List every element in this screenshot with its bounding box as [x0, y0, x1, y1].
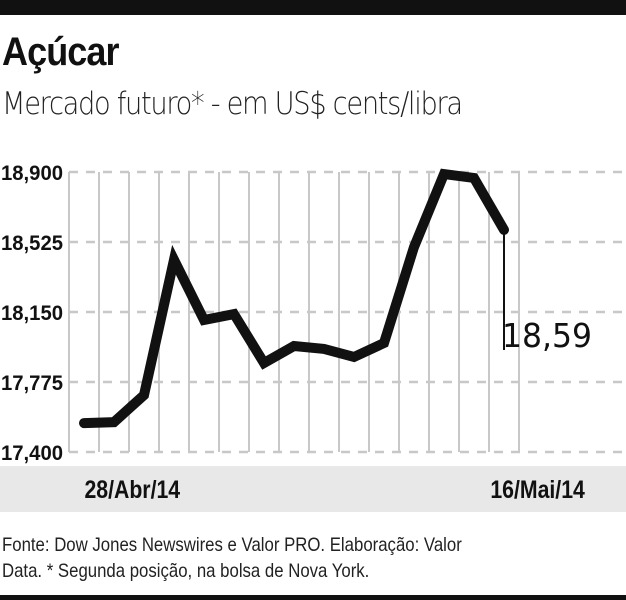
chart-subtitle: Mercado futuro* - em US$ cents/libra	[2, 86, 463, 122]
source-line-2: Data. * Segunda posição, na bolsa de Nov…	[2, 560, 370, 582]
source-line-1: Fonte: Dow Jones Newswires e Valor PRO. …	[2, 534, 462, 556]
chart-title: Açúcar	[2, 30, 120, 74]
y-tick-label: 17,400	[1, 442, 63, 465]
x-tick-label-start: 28/Abr/14	[84, 476, 181, 504]
line-chart: 18,900 18,525 18,150 17,775 17,400 18,59	[1, 162, 626, 465]
bottom-bar	[0, 595, 626, 600]
y-tick-label: 18,900	[1, 162, 63, 185]
last-value-annotation: 18,59	[502, 316, 592, 355]
x-axis-band	[0, 466, 626, 512]
top-bar	[0, 0, 626, 15]
y-tick-label: 18,525	[1, 232, 63, 255]
price-line	[79, 168, 509, 429]
y-tick-label: 17,775	[1, 372, 63, 395]
x-tick-label-end: 16/Mai/14	[490, 476, 585, 504]
source-note: Fonte: Dow Jones Newswires e Valor PRO. …	[2, 532, 552, 584]
y-tick-label: 18,150	[1, 302, 63, 325]
